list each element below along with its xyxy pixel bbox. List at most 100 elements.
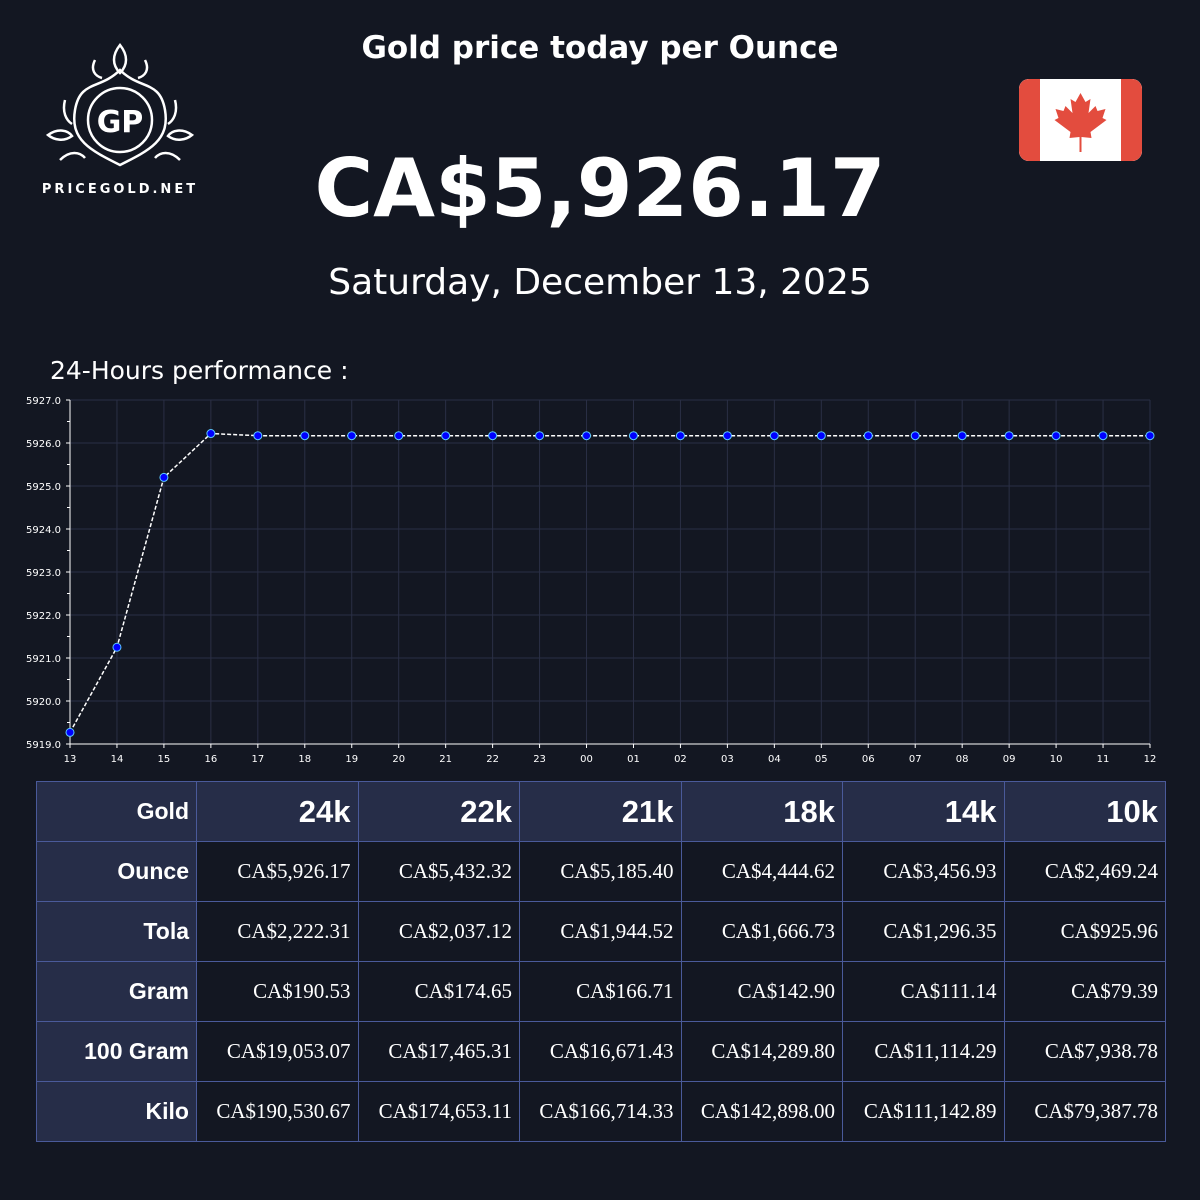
y-tick-label: 5924.0: [26, 525, 61, 536]
y-tick-label: 5921.0: [26, 654, 61, 665]
x-tick-label: 02: [674, 754, 687, 765]
x-tick-label: 00: [580, 754, 593, 765]
current-price: CA$5,926.17: [314, 142, 886, 235]
karat-header: 22k: [357, 781, 520, 842]
x-tick-label: 17: [251, 754, 264, 765]
price-cell: CA$2,037.12: [357, 901, 520, 962]
price-cell: CA$1,296.35: [842, 901, 1005, 962]
price-cell: CA$17,465.31: [357, 1021, 520, 1082]
y-tick-label: 5919.0: [26, 740, 61, 751]
corner-cell: Gold: [36, 781, 197, 842]
performance-label: 24-Hours performance :: [50, 356, 349, 385]
price-cell: CA$1,944.52: [519, 901, 682, 962]
x-tick-label: 13: [64, 754, 77, 765]
svg-text:GP: GP: [97, 105, 144, 140]
price-cell: CA$7,938.78: [1003, 1021, 1166, 1082]
table-row: Kilo CA$190,530.67 CA$174,653.11 CA$166,714…: [36, 1081, 1166, 1142]
price-cell: CA$174,653.11: [357, 1081, 520, 1142]
price-cell: CA$1,666.73: [680, 901, 843, 962]
x-tick-label: 22: [486, 754, 499, 765]
x-tick-label: 19: [345, 754, 358, 765]
table-header-row: Gold 24k 22k 21k 18k 14k 10k: [36, 781, 1166, 842]
performance-chart: 13 14 15 16 17 18 19 20 21 22 23 00 01 02 03 04 05 06 07 08…: [26, 396, 1157, 765]
data-point: [535, 431, 545, 441]
price-cell: CA$14,289.80: [680, 1021, 843, 1082]
price-cell: CA$4,444.62: [680, 841, 843, 902]
table-row: 100 Gram CA$19,053.07 CA$17,465.31 CA$16,67…: [36, 1021, 1166, 1082]
data-point: [1098, 431, 1108, 441]
y-tick-label: 5926.0: [26, 439, 61, 450]
price-cell: CA$166.71: [519, 961, 682, 1022]
karat-header: 21k: [519, 781, 682, 842]
price-cell: CA$2,469.24: [1003, 841, 1166, 902]
price-cell: CA$190.53: [196, 961, 359, 1022]
price-line: [69, 432, 1150, 733]
price-cell: CA$142,898.00: [680, 1081, 843, 1142]
x-tick-label: 10: [1050, 754, 1063, 765]
table-row: Ounce CA$5,926.17 CA$5,432.32 CA$5,185.40 CA…: [36, 841, 1166, 902]
price-cell: CA$16,671.43: [519, 1021, 682, 1082]
x-tick-label: 05: [815, 754, 828, 765]
x-tick-label: 09: [1003, 754, 1016, 765]
price-cell: CA$190,530.67: [196, 1081, 359, 1142]
page-title: Gold price today per Ounce: [361, 30, 839, 66]
x-tick-label: 11: [1097, 754, 1110, 765]
data-point: [488, 431, 498, 441]
y-tick-label: 5920.0: [26, 697, 61, 708]
table-row: Tola CA$2,222.31 CA$2,037.12 CA$1,944.52 CA$…: [36, 901, 1166, 962]
data-point: [112, 642, 122, 652]
logo-text: PRICEGOLD.NET: [41, 182, 199, 197]
data-point: [65, 727, 75, 737]
unit-label: Tola: [36, 901, 197, 962]
karat-header: 10k: [1003, 781, 1166, 842]
price-cell: CA$111,142.89: [842, 1081, 1005, 1142]
x-tick-label: 16: [205, 754, 218, 765]
y-tick-label: 5925.0: [26, 482, 61, 493]
data-point: [863, 431, 873, 441]
data-point: [441, 431, 451, 441]
data-point: [394, 431, 404, 441]
karat-header: 14k: [842, 781, 1005, 842]
x-tick-label: 03: [721, 754, 734, 765]
x-tick-label: 20: [392, 754, 405, 765]
price-cell: CA$5,926.17: [196, 841, 359, 902]
data-point: [347, 431, 357, 441]
unit-label: 100 Gram: [36, 1021, 197, 1082]
data-point: [769, 431, 779, 441]
x-tick-label: 01: [627, 754, 640, 765]
unit-label: Gram: [36, 961, 197, 1022]
data-point: [159, 472, 169, 482]
data-point: [253, 431, 263, 441]
price-cell: CA$5,432.32: [357, 841, 520, 902]
data-point: [206, 429, 216, 439]
price-cell: CA$142.90: [680, 961, 843, 1022]
data-point: [628, 431, 638, 441]
price-cell: CA$5,185.40: [519, 841, 682, 902]
price-cell: CA$19,053.07: [196, 1021, 359, 1082]
data-point: [582, 431, 592, 441]
data-point: [1004, 431, 1014, 441]
x-tick-label: 06: [862, 754, 875, 765]
x-tick-label: 21: [439, 754, 452, 765]
karat-header: 18k: [680, 781, 843, 842]
price-cell: CA$2,222.31: [196, 901, 359, 962]
x-tick-label: 12: [1144, 754, 1157, 765]
price-cell: CA$79,387.78: [1003, 1081, 1166, 1142]
unit-label: Ounce: [36, 841, 197, 902]
data-point: [957, 431, 967, 441]
y-tick-label: 5922.0: [26, 611, 61, 622]
price-cell: CA$111.14: [842, 961, 1005, 1022]
y-tick-label: 5927.0: [26, 396, 61, 407]
x-tick-label: 23: [533, 754, 546, 765]
data-point: [816, 431, 826, 441]
x-tick-label: 14: [111, 754, 124, 765]
price-cell: CA$166,714.33: [519, 1081, 682, 1142]
data-point: [1051, 431, 1061, 441]
data-point: [910, 431, 920, 441]
karat-header: 24k: [196, 781, 359, 842]
price-cell: CA$174.65: [357, 961, 520, 1022]
price-cell: CA$79.39: [1003, 961, 1166, 1022]
pricegold-logo: GP: [45, 42, 195, 167]
data-point: [1145, 431, 1155, 441]
x-tick-label: 07: [909, 754, 922, 765]
